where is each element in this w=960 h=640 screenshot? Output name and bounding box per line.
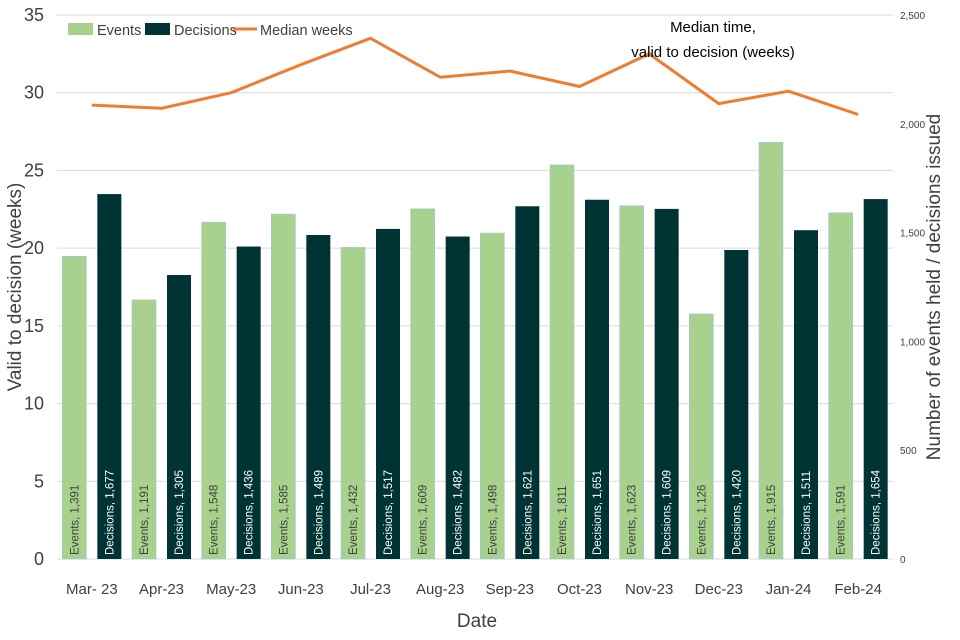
events-data-label: Events, 1,126 xyxy=(696,485,708,555)
decisions-bar xyxy=(97,194,122,560)
x-tick-label: Dec-23 xyxy=(695,581,743,598)
x-tick-label: Apr-23 xyxy=(139,581,184,598)
gridlines xyxy=(57,14,893,560)
events-bar xyxy=(549,164,575,560)
legend-label-decisions: Decisions xyxy=(174,23,237,39)
events-data-label: Events, 1,915 xyxy=(766,485,778,555)
events-bar xyxy=(758,141,784,560)
decisions-data-label: Decisions, 1,621 xyxy=(522,470,534,555)
events-bar xyxy=(480,232,505,560)
decisions-bar xyxy=(167,275,191,559)
x-tick-label: Jan-24 xyxy=(766,581,812,598)
decisions-bar xyxy=(376,228,400,559)
events-data-label: Events, 1,498 xyxy=(487,485,499,555)
decisions-data-label: Decisions, 1,305 xyxy=(174,470,186,555)
events-data-label: Events, 1,811 xyxy=(557,486,569,555)
left-axis-ticks: 0 5 10 15 20 25 30 35 xyxy=(24,5,44,569)
events-bar xyxy=(410,208,435,560)
decisions-data-label: Decisions, 1,489 xyxy=(313,470,325,555)
x-axis-title: Date xyxy=(457,611,497,632)
events-bar xyxy=(689,313,714,560)
x-tick-label: Jul-23 xyxy=(350,581,391,598)
y-right-tick-label: 0 xyxy=(900,555,906,566)
events-data-label: Events, 1,391 xyxy=(69,485,81,555)
y-left-tick-label: 25 xyxy=(24,160,44,180)
y-right-tick-label: 1,000 xyxy=(900,337,925,348)
legend-label-events: Events xyxy=(97,23,141,39)
x-tick-label: Mar- 23 xyxy=(66,581,118,598)
y-axis-left-title: Valid to decision (weeks) xyxy=(5,183,26,392)
y-left-tick-label: 35 xyxy=(24,5,44,25)
median-weeks-line xyxy=(91,36,859,116)
y-right-tick-label: 500 xyxy=(900,446,917,457)
annotation: Median time, valid to decision (weeks) xyxy=(631,19,794,61)
x-tick-label: Aug-23 xyxy=(416,581,464,598)
y-axis-right-title: Number of events held / decisions issued xyxy=(924,114,945,460)
bars xyxy=(62,141,888,560)
decisions-data-label: Decisions, 1,511 xyxy=(801,471,813,555)
events-data-label: Events, 1,623 xyxy=(627,485,639,555)
events-bar xyxy=(201,221,226,560)
decisions-data-label: Decisions, 1,654 xyxy=(871,469,883,555)
decisions-bar xyxy=(863,199,888,559)
events-data-label: Events, 1,191 xyxy=(139,485,151,555)
decisions-data-label: Decisions, 1,609 xyxy=(662,470,674,555)
decisions-data-label: Decisions, 1,651 xyxy=(592,470,604,555)
y-left-tick-label: 0 xyxy=(34,549,44,569)
y-left-tick-label: 10 xyxy=(24,394,44,414)
x-tick-label: Nov-23 xyxy=(625,581,673,598)
x-tick-label: Sep-23 xyxy=(486,581,534,598)
events-bar xyxy=(271,213,296,560)
y-right-tick-label: 2,500 xyxy=(900,11,925,22)
legend-swatch-decisions xyxy=(145,23,170,35)
annotation-line-1: Median time, xyxy=(670,19,756,36)
events-data-label: Events, 1,548 xyxy=(209,485,221,555)
y-right-tick-label: 2,000 xyxy=(900,120,925,131)
y-left-tick-label: 5 xyxy=(34,471,44,491)
decisions-data-label: Decisions, 1,436 xyxy=(244,470,256,555)
events-data-label: Events, 1,432 xyxy=(348,485,360,555)
x-axis-ticks: Mar- 23 Apr-23 May-23 Jun-23 Jul-23 Aug-23 Sep… xyxy=(66,581,882,598)
y-left-tick-label: 20 xyxy=(24,238,44,258)
y-left-tick-label: 15 xyxy=(24,316,44,336)
decisions-bar xyxy=(794,230,818,559)
decisions-bar xyxy=(724,250,749,559)
x-tick-label: Oct-23 xyxy=(557,581,602,598)
x-tick-label: May-23 xyxy=(206,581,256,598)
decisions-bar xyxy=(515,206,540,560)
x-tick-label: Jun-23 xyxy=(278,581,324,598)
events-data-label: Events, 1,591 xyxy=(836,485,848,555)
events-bar xyxy=(131,299,157,560)
events-bar xyxy=(340,247,366,560)
legend-swatch-events xyxy=(68,23,93,35)
right-axis-ticks: 0 500 1,000 1,500 2,000 2,500 xyxy=(900,11,925,566)
decisions-data-label: Decisions, 1,482 xyxy=(453,470,465,555)
decisions-bar xyxy=(306,234,331,560)
x-tick-label: Feb-24 xyxy=(834,581,882,598)
events-bar xyxy=(62,256,87,560)
legend-label-median: Median weeks xyxy=(260,23,353,39)
events-data-label: Events, 1,609 xyxy=(418,485,430,555)
events-bar xyxy=(619,205,644,560)
events-data-label: Events, 1,585 xyxy=(278,485,290,555)
decisions-data-label: Decisions, 1,420 xyxy=(731,470,743,555)
decisions-data-label: Decisions, 1,517 xyxy=(383,470,395,555)
y-left-tick-label: 30 xyxy=(24,83,44,103)
bar-data-labels: Events, 1,391 Decisions, 1,677 Events, 1,1… xyxy=(69,469,882,555)
decisions-bar xyxy=(445,236,470,560)
median-line xyxy=(91,36,859,116)
legend: Events Decisions Median weeks xyxy=(68,23,353,39)
annotation-line-2: valid to decision (weeks) xyxy=(631,44,794,61)
decisions-data-label: Decisions, 1,677 xyxy=(104,470,116,555)
decisions-bar xyxy=(654,208,679,560)
events-bar xyxy=(828,212,853,560)
decisions-bar xyxy=(585,199,609,559)
y-right-tick-label: 1,500 xyxy=(900,229,925,240)
decisions-bar xyxy=(236,246,261,559)
